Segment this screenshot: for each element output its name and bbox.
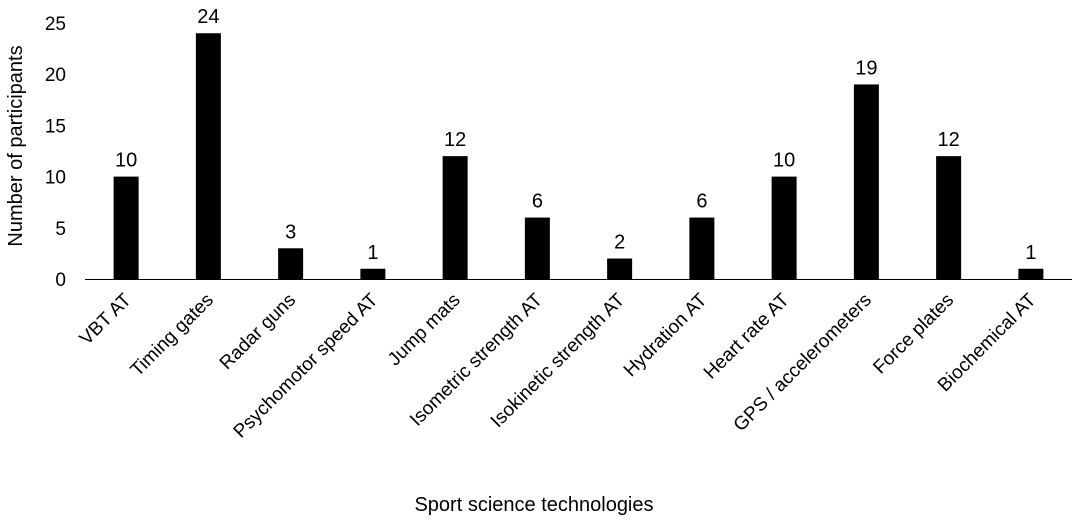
y-tick-label: 25 [45, 14, 66, 35]
bars [113, 33, 1044, 279]
bar [442, 156, 468, 279]
x-tick-label: GPS / accelerometers [730, 290, 876, 436]
data-labels: 10 24 3 1 12 6 2 6 10 19 12 1 [115, 6, 1036, 264]
y-tick-label: 10 [45, 168, 66, 189]
bar [1018, 268, 1044, 279]
x-tick-label: Jump mats [384, 290, 465, 371]
data-label: 12 [444, 129, 466, 151]
data-label: 19 [855, 57, 877, 79]
data-label: 1 [1025, 242, 1036, 264]
bar [360, 268, 386, 279]
data-label: 6 [532, 191, 543, 213]
x-tick-label: Isometric strength AT [406, 289, 547, 430]
data-label: 12 [938, 129, 960, 151]
bar [113, 176, 139, 279]
x-tick-label: Timing gates [127, 290, 218, 381]
y-axis-ticks: 0 5 10 15 20 25 [45, 14, 66, 291]
y-tick-label: 0 [55, 270, 66, 291]
y-axis-title: Number of participants [5, 45, 27, 246]
x-tick-label: Force plates [869, 290, 958, 379]
x-axis-title: Sport science technologies [414, 494, 653, 516]
x-tick-label: Hydration AT [620, 289, 712, 381]
y-tick-label: 20 [45, 65, 66, 86]
bar [607, 258, 633, 279]
bar [524, 217, 550, 279]
y-tick-label: 15 [45, 116, 66, 137]
x-tick-label: Heart rate AT [700, 289, 794, 383]
data-label: 24 [197, 6, 219, 28]
data-label: 10 [773, 150, 795, 172]
bar [689, 217, 715, 279]
bar [936, 156, 962, 279]
bar [195, 33, 221, 279]
x-tick-label: VBT AT [76, 289, 136, 349]
data-label: 3 [285, 221, 296, 243]
x-tick-label: Psychomotor speed AT [230, 289, 383, 442]
data-label: 10 [115, 150, 137, 172]
data-label: 1 [367, 242, 378, 264]
x-tick-label: Radar guns [216, 290, 300, 374]
bar [853, 84, 879, 279]
bar [278, 248, 304, 279]
x-tick-label: Isokinetic strength AT [487, 289, 630, 432]
y-tick-label: 5 [55, 219, 66, 240]
bar [771, 176, 797, 279]
data-label: 6 [696, 191, 707, 213]
data-label: 2 [614, 232, 625, 254]
